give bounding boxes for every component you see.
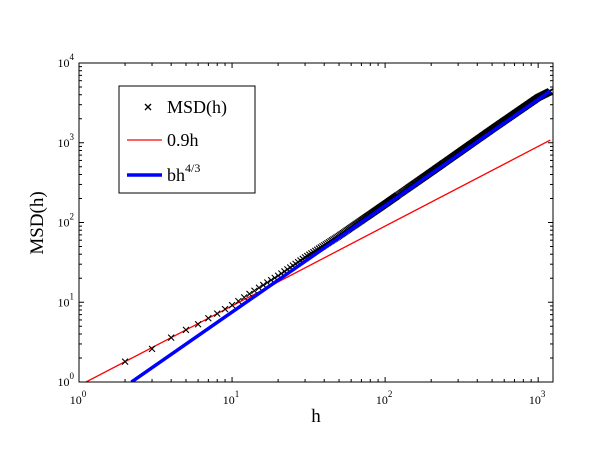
legend-label-power-exponent: 4/3 <box>185 161 200 175</box>
x-tick-label: 101 <box>223 389 240 407</box>
series-linear-line <box>85 139 551 382</box>
y-tick-label: 104 <box>58 52 75 70</box>
y-tick-label: 100 <box>58 371 75 389</box>
axes-box <box>78 62 554 383</box>
legend-label-power: bh4/3 <box>167 161 200 185</box>
y-tick-label-exponent: 2 <box>70 212 75 222</box>
x-tick-label-base: 10 <box>529 393 541 407</box>
y-tick-label-base: 10 <box>58 216 70 230</box>
msd-marker <box>240 294 248 301</box>
msd-marker <box>228 301 236 309</box>
y-axis-label: MSD(h) <box>27 191 48 254</box>
msd-marker <box>251 287 258 295</box>
legend: MSD(h) 0.9h bh4/3 <box>118 85 256 194</box>
x-tick-label-exponent: 3 <box>541 389 546 399</box>
x-tick-label-base: 10 <box>376 393 388 407</box>
x-tick-label: 102 <box>376 389 393 407</box>
x-tick-label: 100 <box>70 389 87 407</box>
msd-marker <box>221 305 229 313</box>
msd-marker <box>246 290 253 298</box>
y-tick-label: 103 <box>58 132 75 150</box>
data-series-layer <box>85 88 553 382</box>
legend-label-msd: MSD(h) <box>167 97 227 118</box>
x-tick-label-base: 10 <box>223 393 235 407</box>
x-tick-label-exponent: 1 <box>235 389 240 399</box>
msd-marker <box>213 310 221 318</box>
y-tick-label-exponent: 0 <box>70 371 75 381</box>
msd-marker <box>204 314 212 322</box>
legend-marker-msd <box>144 103 152 111</box>
msd-marker <box>167 334 175 342</box>
y-tick-label-base: 10 <box>58 295 70 309</box>
y-tick-label-base: 10 <box>58 375 70 389</box>
msd-marker <box>255 284 263 292</box>
x-tick-label-base: 10 <box>70 393 82 407</box>
msd-marker <box>148 345 156 353</box>
y-tick-label: 102 <box>58 212 75 230</box>
y-tick-label-exponent: 3 <box>70 132 75 142</box>
msd-marker <box>235 297 242 305</box>
x-tick-label-exponent: 0 <box>82 389 87 399</box>
x-axis-label: h <box>311 406 321 427</box>
series-power-line <box>130 89 552 382</box>
msd-marker <box>182 326 190 334</box>
legend-label-linear: 0.9h <box>167 130 199 150</box>
legend-label-power-base: bh <box>167 165 185 185</box>
y-tick-label-base: 10 <box>58 56 70 70</box>
y-tick-label-exponent: 1 <box>70 291 75 301</box>
x-tick-label-exponent: 2 <box>388 389 393 399</box>
y-tick-label-base: 10 <box>58 136 70 150</box>
msd-marker <box>121 358 129 366</box>
y-tick-label-exponent: 4 <box>70 52 75 62</box>
y-tick-label: 101 <box>58 291 75 309</box>
x-tick-label: 103 <box>529 389 546 407</box>
msd-marker <box>194 320 202 328</box>
